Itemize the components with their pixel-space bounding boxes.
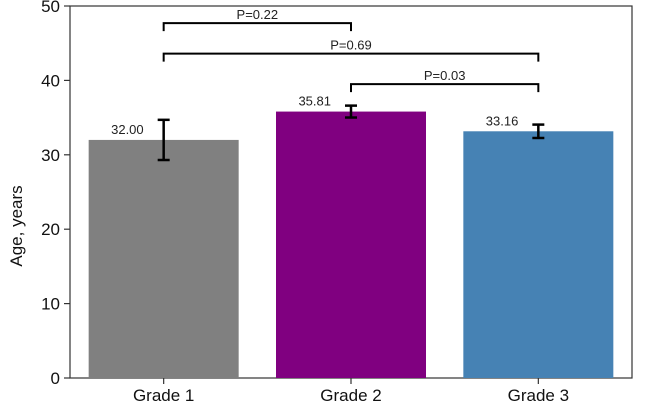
significance-bracket-3 — [350, 83, 540, 93]
x-tick-label-1: Grade 1 — [133, 386, 194, 405]
bar-2 — [276, 111, 426, 378]
value-label-2: 35.81 — [298, 94, 331, 109]
x-tick-label-2: Grade 2 — [320, 386, 381, 405]
bar-3 — [463, 131, 614, 378]
bar-1 — [88, 139, 239, 378]
significance-bracket-2 — [162, 52, 540, 62]
p-value-label-2: P=0.69 — [330, 38, 372, 53]
y-tick-label: 0 — [51, 369, 60, 388]
p-value-label-1: P=0.22 — [237, 7, 279, 22]
x-tick-label-3: Grade 3 — [508, 386, 569, 405]
y-tick-label: 20 — [41, 220, 60, 239]
significance-bracket-1 — [162, 22, 352, 32]
y-tick-label: 40 — [41, 71, 60, 90]
value-label-1: 32.00 — [111, 122, 144, 137]
value-label-3: 33.16 — [486, 113, 519, 128]
y-tick-label: 10 — [41, 295, 60, 314]
p-value-label-3: P=0.03 — [424, 68, 466, 83]
y-tick-label: 30 — [41, 146, 60, 165]
y-axis-title: Age, years — [7, 185, 26, 266]
y-tick-label: 50 — [41, 0, 60, 16]
